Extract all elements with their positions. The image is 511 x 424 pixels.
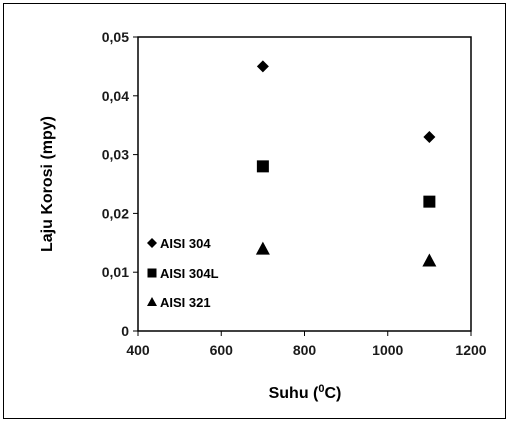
y-tick-label: 0,04 — [102, 88, 129, 104]
x-axis-ticks: 400 600 800 1000 1200 — [126, 331, 487, 358]
triangle-data-point — [422, 253, 437, 267]
y-axis-ticks: 0 0,01 0,02 0,03 0,04 0,05 — [102, 29, 138, 339]
x-tick-label: 600 — [210, 342, 234, 358]
legend-label: AISI 304L — [160, 266, 219, 281]
square-data-point — [256, 160, 269, 173]
y-tick-label: 0,02 — [102, 205, 129, 221]
diamond-data-point — [423, 130, 436, 143]
plot-area — [137, 36, 472, 332]
y-tick-label: 0,01 — [102, 264, 129, 280]
triangle-data-point — [255, 241, 270, 255]
x-tick-label: 1200 — [455, 342, 486, 358]
diamond-data-point — [256, 60, 269, 73]
square-data-point — [423, 195, 436, 208]
y-tick-label: 0 — [121, 323, 129, 339]
legend-triangle-marker — [147, 297, 157, 306]
y-axis-title: Laju Korosi (mpy) — [39, 116, 56, 252]
x-axis-title: Suhu (0C) — [269, 383, 342, 402]
y-tick-label: 0,05 — [102, 29, 129, 45]
data-points — [255, 60, 437, 267]
legend-label: AISI 321 — [160, 295, 211, 310]
legend-square-marker — [147, 268, 157, 278]
legend: AISI 304 AISI 304L AISI 321 — [147, 236, 219, 310]
x-tick-label: 1000 — [372, 342, 403, 358]
x-tick-label: 400 — [126, 342, 150, 358]
x-tick-label: 800 — [293, 342, 317, 358]
legend-diamond-marker — [147, 238, 157, 248]
legend-label: AISI 304 — [160, 236, 211, 251]
y-tick-label: 0,03 — [102, 147, 129, 163]
